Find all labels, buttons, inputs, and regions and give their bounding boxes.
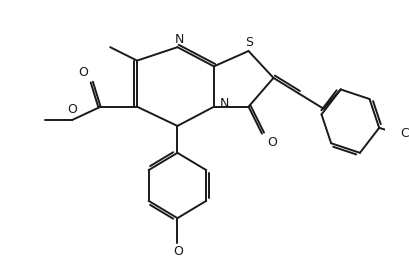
Text: O: O [78, 66, 88, 79]
Text: O: O [173, 245, 183, 258]
Text: O: O [267, 135, 276, 149]
Text: O: O [67, 103, 76, 115]
Text: N: N [220, 97, 229, 110]
Text: N: N [174, 33, 183, 46]
Text: S: S [245, 37, 253, 49]
Text: Cl: Cl [400, 127, 409, 140]
